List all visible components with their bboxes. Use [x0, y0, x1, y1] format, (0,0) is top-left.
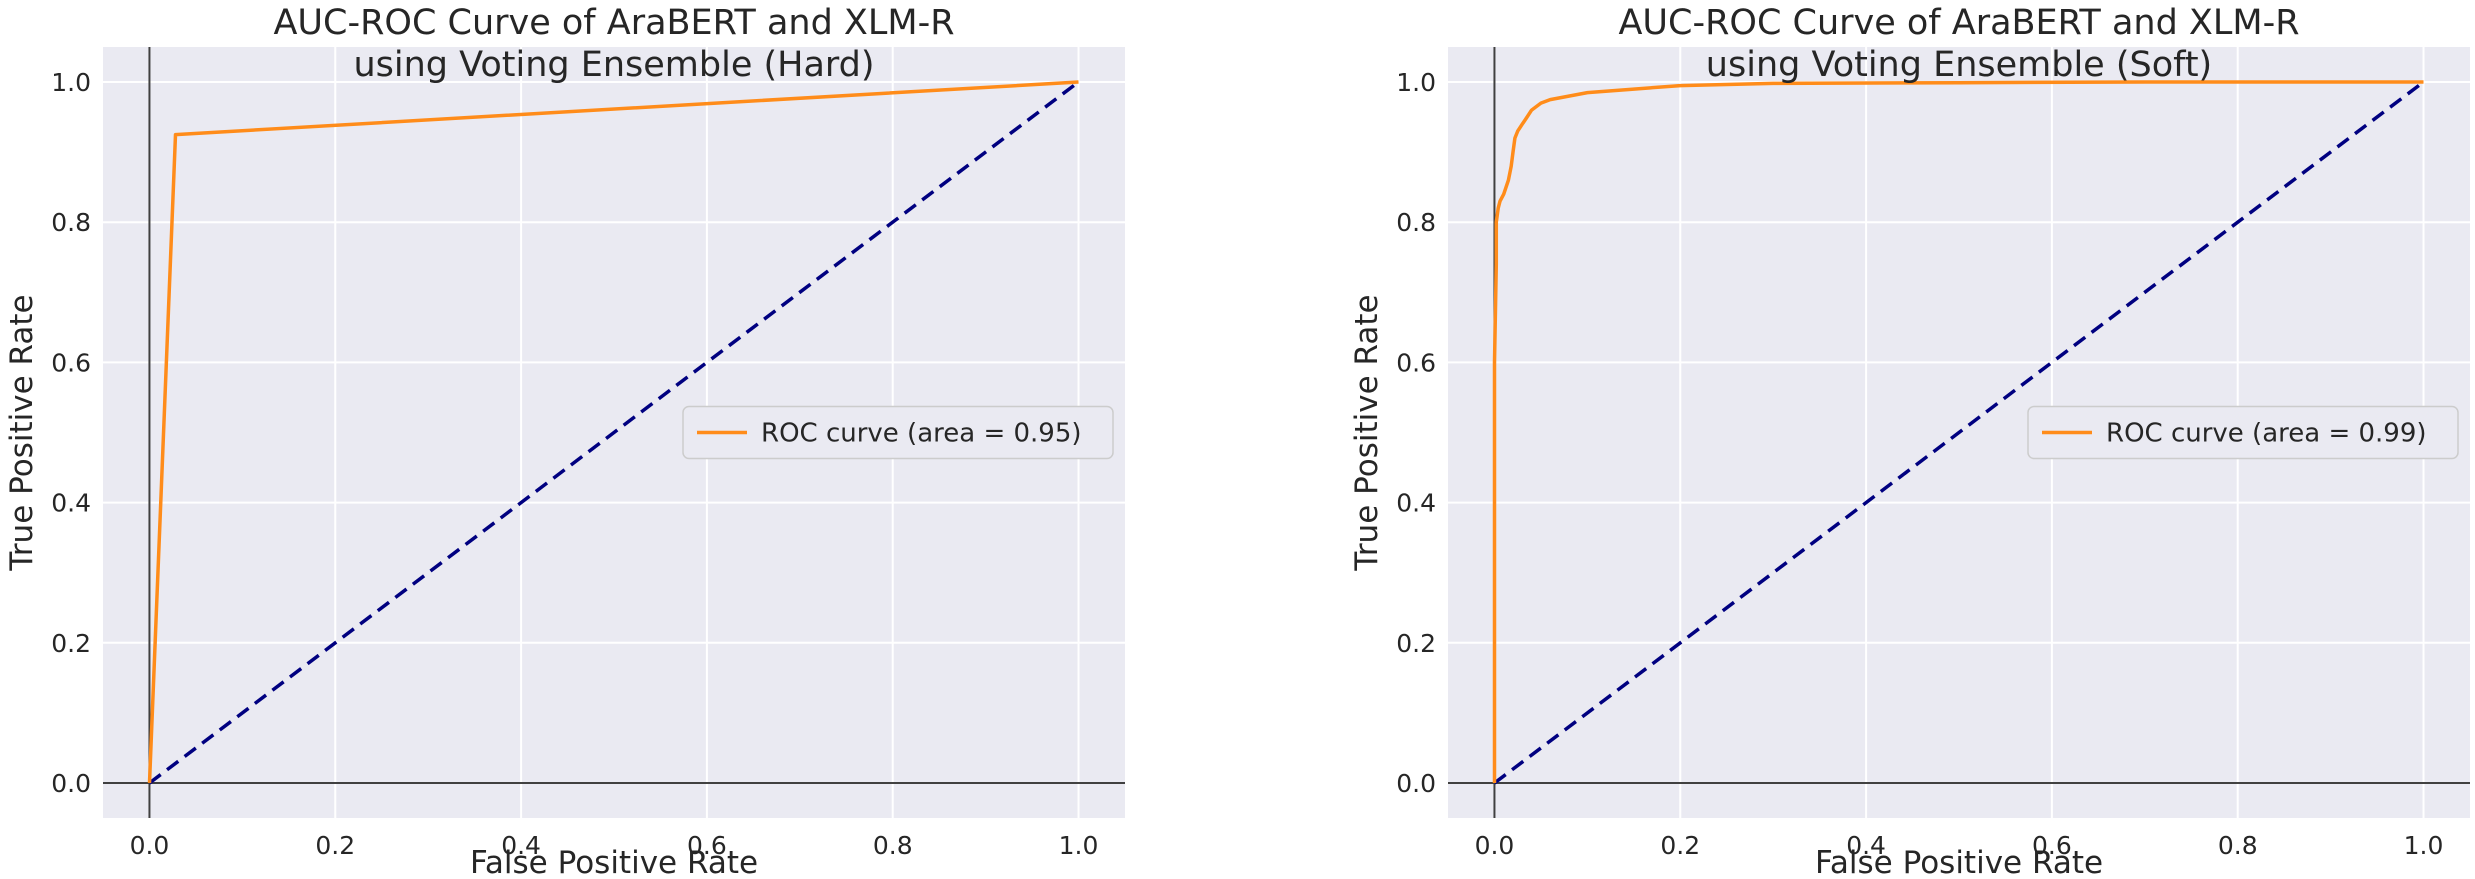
legend: ROC curve (area = 0.99) [2027, 405, 2459, 460]
x-tick-label: 0.2 [1660, 831, 1700, 860]
legend-label: ROC curve (area = 0.95) [761, 419, 1082, 449]
roc-chart-soft: 0.0 0.2 0.4 0.6 0.8 1.0 0.0 0.2 0.4 0.6 0.8 1.0 Fals… [1349, 3, 2470, 879]
legend: ROC curve (area = 0.95) [682, 405, 1114, 460]
legend-label: ROC curve (area = 0.99) [2106, 419, 2427, 449]
y-tick-label: 0.4 [51, 489, 91, 518]
y-tick-label: 0.0 [1396, 769, 1436, 798]
y-tick-label: 0.6 [1396, 348, 1436, 377]
chart-title-line: AUC-ROC Curve of AraBERT and XLM-R [1618, 3, 2299, 43]
x-tick-label: 0.6 [2032, 831, 2072, 860]
y-tick-label: 0.2 [51, 629, 91, 658]
y-tick-label: 0.8 [51, 208, 91, 237]
x-tick-label: 1.0 [2404, 831, 2444, 860]
y-tick-label: 0.6 [51, 348, 91, 377]
legend-box [682, 405, 1114, 460]
y-axis-label: True Positive Rate [1349, 294, 1385, 571]
roc-curve-line [147, 80, 1079, 784]
x-axis-label: False Positive Rate [1815, 845, 2103, 879]
x-tick-label: 1.0 [1059, 831, 1099, 860]
chart-title-line: using Voting Ensemble (Soft) [1706, 45, 2212, 85]
x-tick-label: 0.8 [2218, 831, 2258, 860]
x-tick-label: 0.0 [130, 831, 170, 860]
chart-title-line: using Voting Ensemble (Hard) [353, 45, 874, 85]
y-tick-label: 1.0 [51, 68, 91, 97]
y-axis-label: True Positive Rate [4, 294, 40, 571]
y-tick-label: 0.4 [1396, 489, 1436, 518]
y-tick-label: 0.2 [1396, 629, 1436, 658]
x-tick-label: 0.4 [501, 831, 541, 860]
legend-box [2027, 405, 2459, 460]
x-tick-label: 0.0 [1475, 831, 1515, 860]
x-tick-label: 0.6 [687, 831, 727, 860]
y-tick-label: 1.0 [1396, 68, 1436, 97]
chance-line [148, 80, 1080, 785]
roc-chart-hard: 0.0 0.2 0.4 0.6 0.8 1.0 0.0 0.2 0.4 0.6 0.8 1.0 Fals… [4, 3, 1125, 879]
y-tick-label: 0.0 [51, 769, 91, 798]
roc-curve-line [1492, 80, 2424, 783]
x-tick-label: 0.2 [315, 831, 355, 860]
x-axis-label: False Positive Rate [470, 845, 758, 879]
y-tick-label: 0.8 [1396, 208, 1436, 237]
chart-title-line: AUC-ROC Curve of AraBERT and XLM-R [273, 3, 954, 43]
chance-line [1493, 80, 2425, 785]
x-tick-label: 0.8 [873, 831, 913, 860]
x-tick-label: 0.4 [1846, 831, 1886, 860]
